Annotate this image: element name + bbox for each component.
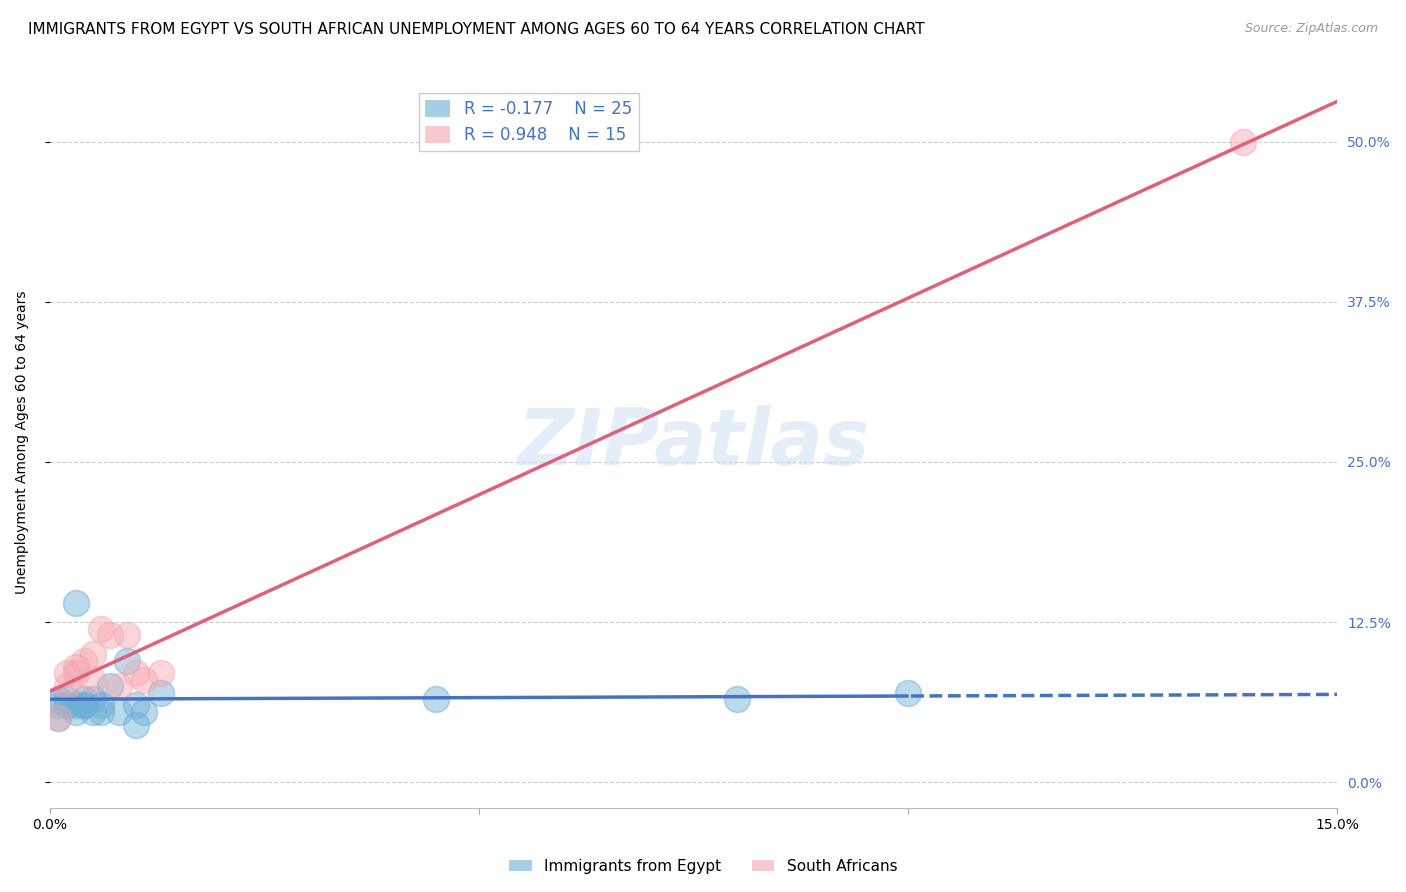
Point (48, 711, 70, 725)
Point (124, 666, 146, 681)
Point (82, 705, 104, 719)
Point (90, 705, 112, 719)
Point (48, 692, 70, 706)
Text: ZIPatlas: ZIPatlas (517, 405, 870, 481)
Point (65, 698, 87, 713)
Point (48, 698, 70, 713)
Legend: Immigrants from Egypt, South Africans: Immigrants from Egypt, South Africans (502, 853, 904, 880)
Point (1232, 135, 1254, 149)
Point (98, 679, 121, 693)
Point (82, 647, 104, 661)
Point (150, 666, 173, 681)
Point (65, 596, 87, 610)
Point (73, 692, 96, 706)
Point (65, 705, 87, 719)
Y-axis label: Unemployment Among Ages 60 to 64 years: Unemployment Among Ages 60 to 64 years (15, 291, 30, 594)
Point (56, 692, 79, 706)
Point (107, 705, 129, 719)
Point (150, 685, 173, 699)
Point (134, 705, 156, 719)
Point (56, 679, 79, 693)
Legend: R = -0.177    N = 25, R = 0.948    N = 15: R = -0.177 N = 25, R = 0.948 N = 15 (419, 93, 638, 151)
Point (98, 628, 121, 642)
Point (56, 698, 79, 713)
Point (82, 692, 104, 706)
Point (73, 698, 96, 713)
Point (73, 698, 96, 713)
Point (725, 692, 748, 706)
Point (115, 628, 138, 642)
Point (56, 666, 79, 681)
Point (107, 679, 129, 693)
Point (124, 698, 146, 713)
Point (82, 673, 104, 687)
Point (124, 717, 146, 731)
Point (73, 654, 96, 668)
Point (90, 622, 112, 636)
Point (425, 692, 447, 706)
Text: IMMIGRANTS FROM EGYPT VS SOUTH AFRICAN UNEMPLOYMENT AMONG AGES 60 TO 64 YEARS CO: IMMIGRANTS FROM EGYPT VS SOUTH AFRICAN U… (28, 22, 925, 37)
Point (90, 698, 112, 713)
Point (115, 654, 138, 668)
Point (65, 660, 87, 674)
Point (48, 711, 70, 725)
Point (897, 685, 920, 699)
Text: Source: ZipAtlas.com: Source: ZipAtlas.com (1244, 22, 1378, 36)
Point (134, 673, 156, 687)
Point (65, 666, 87, 681)
